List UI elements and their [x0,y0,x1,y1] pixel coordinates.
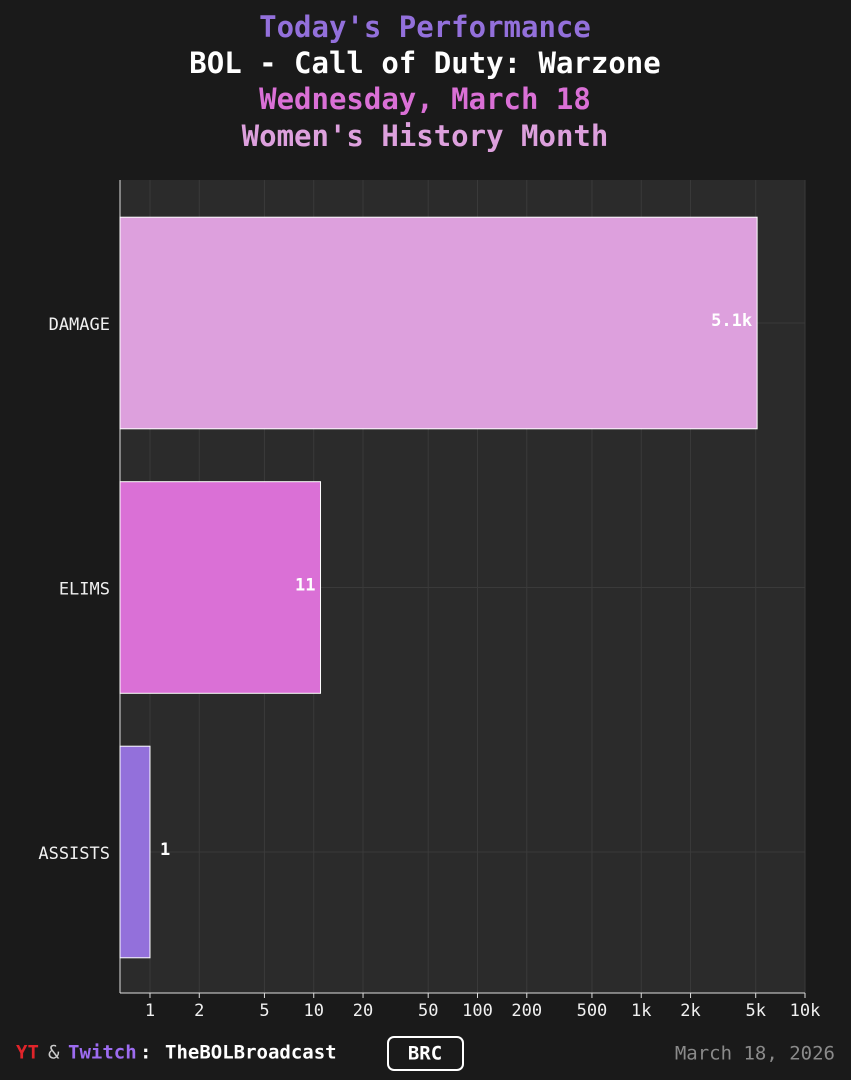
footer-twitch: Twitch [68,1042,137,1064]
footer-yt: YT [16,1042,39,1064]
x-tick-label: 5k [745,1001,765,1021]
x-tick-label: 20 [353,1001,373,1021]
y-tick-label: ASSISTS [38,844,110,864]
x-tick-label: 100 [462,1001,493,1021]
theme-line: Women's History Month [242,119,609,153]
chart-subtitle: BOL - Call of Duty: Warzone [189,46,660,80]
y-tick-label: ELIMS [59,580,110,600]
footer-amp: & [48,1042,60,1064]
value-label: 1 [160,840,170,860]
value-label: 11 [295,576,315,596]
x-tick-label: 1k [631,1001,651,1021]
value-label: 5.1k [711,311,752,331]
x-tick-label: 500 [577,1001,608,1021]
chart-title: Today's Performance [259,10,591,44]
bar [119,216,758,430]
bar [119,745,151,959]
x-tick-label: 50 [418,1001,438,1021]
date-line: Wednesday, March 18 [259,82,591,116]
bar [119,481,322,694]
x-tick-label: 1 [145,1001,155,1021]
footer-date: March 18, 2026 [675,1043,835,1065]
x-tick-label: 5 [259,1001,269,1021]
x-tick-label: 200 [511,1001,542,1021]
footer-handle: TheBOLBroadcast [165,1042,337,1064]
y-tick-label: DAMAGE [49,315,110,335]
x-tick-label: 10k [790,1001,821,1021]
badge-frame [387,1036,464,1071]
footer-sep: : [140,1042,151,1064]
footer-badge: BRC [408,1043,442,1065]
x-tick-label: 2k [680,1001,700,1021]
x-tick-label: 10 [303,1001,323,1021]
x-tick-label: 2 [194,1001,204,1021]
